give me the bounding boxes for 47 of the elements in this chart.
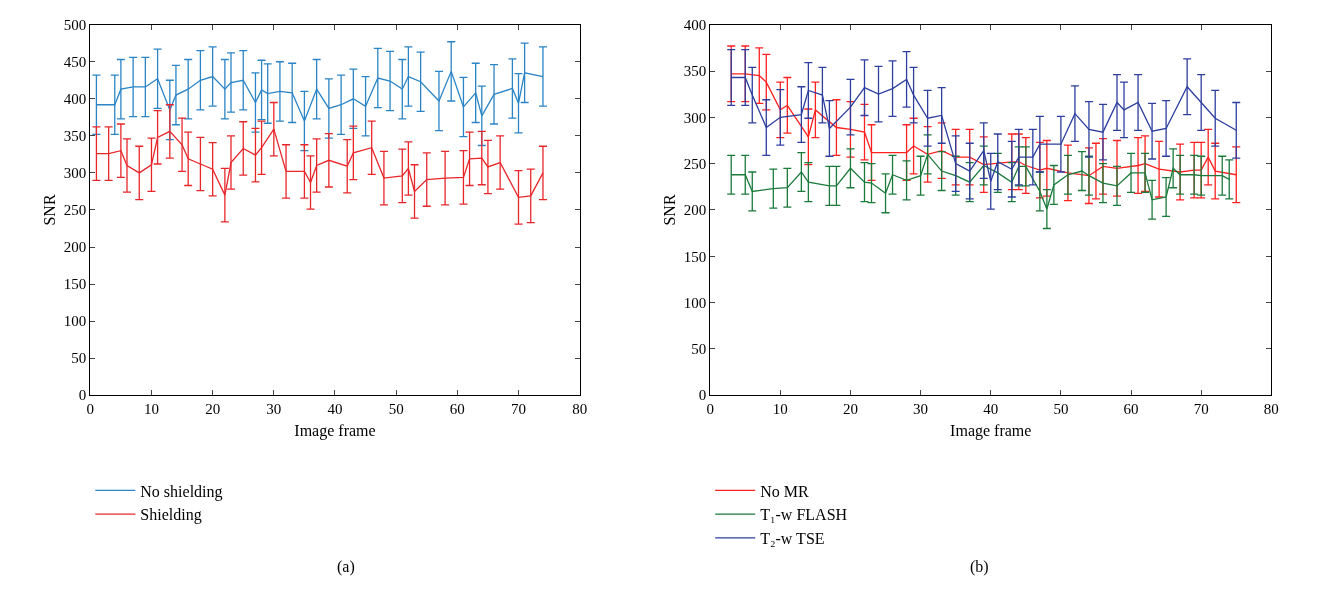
x-tick-label: 10: [772, 401, 788, 418]
y-tick-label: 100: [63, 313, 87, 330]
y-tick-label: 350: [63, 128, 87, 145]
y-tick-label: 50: [71, 350, 87, 367]
y-tick-label: 0: [698, 387, 707, 404]
x-tick-label: 20: [205, 401, 221, 418]
y-tick-label: 0: [78, 387, 87, 404]
y-tick-label: 50: [691, 341, 707, 358]
x-tick-label: 70: [511, 401, 526, 418]
y-tick-label: 200: [63, 239, 87, 256]
text: (a): [337, 558, 355, 576]
x-tick-label: 10: [143, 401, 159, 418]
y-tick-label: 150: [63, 276, 87, 293]
x-tick-label: 50: [388, 401, 404, 418]
x-tick-label: 80: [1263, 401, 1279, 418]
legend-label: No shielding: [140, 482, 223, 501]
x-tick-label: 60: [1123, 401, 1139, 418]
y-tick-label: 500: [63, 16, 87, 33]
y-tick-label: 150: [683, 248, 707, 265]
y-tick-label: 250: [63, 202, 87, 219]
x-tick-label: 40: [983, 401, 999, 418]
y-axis-title: SNR: [660, 194, 678, 226]
y-tick-label: 300: [63, 165, 87, 182]
y-tick-label: 200: [683, 202, 707, 219]
x-tick-label: 40: [327, 401, 343, 418]
text: (b): [970, 558, 989, 576]
legend-label: Shielding: [140, 506, 202, 525]
y-tick-label: 450: [63, 53, 87, 70]
x-tick-label: 30: [266, 401, 282, 418]
x-tick-label: 30: [913, 401, 929, 418]
legend-label: No MR: [760, 482, 809, 500]
x-tick-label: 60: [449, 401, 465, 418]
x-axis-title: Image frame: [950, 421, 1032, 440]
y-tick-label: 400: [63, 91, 87, 108]
x-tick-label: 50: [1053, 401, 1069, 418]
y-tick-label: 100: [683, 294, 707, 311]
legend-label: T₂-w TSE: [760, 530, 825, 548]
x-axis-title: Image frame: [294, 421, 376, 440]
y-tick-label: 400: [683, 16, 707, 33]
y-tick-label: 350: [683, 63, 707, 80]
y-axis-title: SNR: [40, 194, 58, 226]
x-tick-label: 20: [842, 401, 858, 418]
x-tick-label: 70: [1193, 401, 1209, 418]
x-tick-label: 80: [572, 401, 588, 418]
legend-label: T₁-w FLASH: [760, 506, 848, 524]
y-tick-label: 250: [683, 155, 707, 172]
y-tick-label: 300: [683, 109, 707, 126]
